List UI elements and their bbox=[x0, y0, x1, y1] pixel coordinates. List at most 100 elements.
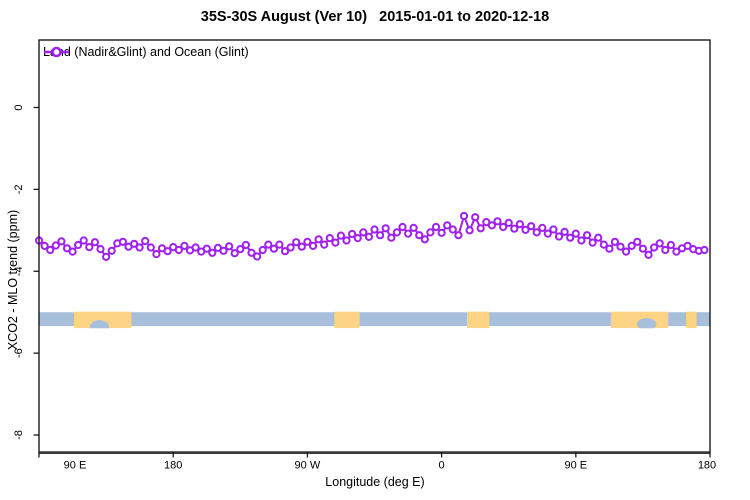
series-marker bbox=[96, 245, 105, 254]
series-marker bbox=[107, 246, 116, 255]
map-band-land bbox=[74, 311, 132, 329]
series-marker bbox=[308, 241, 318, 250]
series-marker bbox=[303, 237, 312, 246]
series-marker bbox=[297, 242, 306, 251]
series-marker bbox=[571, 229, 580, 238]
y-tick-label: -8 bbox=[13, 430, 25, 440]
series-marker bbox=[459, 211, 469, 221]
series-marker bbox=[638, 244, 648, 253]
x-tick-label: 180 bbox=[698, 460, 716, 472]
map-band-land bbox=[466, 311, 490, 329]
series-marker bbox=[85, 243, 94, 252]
series-marker bbox=[280, 247, 290, 256]
series-marker bbox=[264, 240, 273, 249]
series-marker bbox=[163, 247, 172, 256]
series-marker bbox=[398, 222, 407, 232]
series-marker bbox=[62, 244, 72, 253]
series-marker bbox=[443, 221, 452, 230]
series-marker bbox=[202, 244, 211, 253]
series-marker bbox=[599, 240, 608, 249]
series-marker bbox=[118, 237, 128, 246]
series-marker bbox=[510, 224, 519, 233]
series-marker bbox=[364, 232, 373, 241]
series-marker bbox=[79, 236, 88, 245]
series-marker bbox=[320, 240, 329, 249]
series-marker bbox=[622, 247, 631, 256]
series-marker bbox=[141, 236, 150, 246]
series-marker bbox=[387, 233, 396, 242]
series-marker bbox=[180, 241, 189, 250]
series-marker bbox=[241, 240, 250, 250]
series-marker bbox=[225, 242, 234, 251]
x-tick-label: 90 E bbox=[64, 460, 87, 472]
series-marker bbox=[392, 228, 401, 237]
series-marker bbox=[409, 223, 418, 232]
series-marker bbox=[68, 247, 77, 256]
series-marker bbox=[493, 217, 502, 226]
series-marker bbox=[538, 223, 547, 232]
series-marker bbox=[616, 242, 625, 251]
series-marker bbox=[74, 240, 83, 250]
series-marker bbox=[577, 236, 586, 245]
series-marker bbox=[359, 228, 368, 237]
data-series-markers bbox=[34, 211, 709, 261]
series-marker bbox=[454, 231, 463, 240]
map-band-land bbox=[686, 311, 697, 329]
series-marker bbox=[482, 218, 491, 227]
series-marker bbox=[57, 237, 66, 246]
series-marker bbox=[532, 228, 541, 237]
series-marker bbox=[247, 248, 256, 257]
series-marker bbox=[661, 245, 670, 255]
series-marker bbox=[381, 224, 390, 233]
series-marker bbox=[286, 243, 295, 252]
series-marker bbox=[560, 227, 569, 236]
x-tick-label: 0 bbox=[439, 460, 445, 472]
map-band-mask bbox=[40, 328, 709, 339]
series-marker bbox=[594, 233, 603, 242]
y-tick-label: -6 bbox=[13, 348, 25, 358]
series-marker bbox=[549, 225, 558, 234]
y-tick-label: -4 bbox=[13, 266, 25, 276]
series-marker bbox=[275, 240, 284, 249]
map-band-ocean bbox=[39, 312, 710, 327]
series-marker bbox=[666, 240, 676, 250]
series-marker bbox=[152, 250, 161, 259]
series-marker bbox=[605, 244, 614, 253]
series-marker bbox=[331, 238, 340, 247]
series-marker bbox=[46, 245, 55, 255]
series-marker bbox=[465, 226, 474, 235]
series-marker bbox=[543, 229, 552, 238]
series-marker bbox=[431, 222, 441, 232]
series-marker bbox=[130, 239, 139, 248]
series-marker bbox=[269, 244, 278, 253]
series-marker bbox=[588, 238, 597, 247]
series-marker bbox=[476, 224, 485, 233]
y-axis-label: XCO2 - MLO trend (ppm) bbox=[6, 209, 20, 351]
series-marker bbox=[700, 245, 709, 255]
series-marker bbox=[191, 243, 200, 252]
legend-label: Land (Nadir&Glint) and Ocean (Glint) bbox=[43, 45, 249, 59]
series-marker bbox=[258, 245, 267, 255]
series-marker bbox=[644, 250, 653, 259]
series-marker bbox=[236, 245, 245, 254]
chart-title: 35S-30S August (Ver 10) 2015-01-01 to 20… bbox=[200, 9, 550, 25]
series-marker bbox=[426, 228, 435, 237]
y-tick-label: -2 bbox=[13, 185, 25, 195]
x-tick-label: 180 bbox=[164, 460, 182, 472]
series-marker bbox=[325, 234, 334, 243]
series-marker bbox=[208, 248, 217, 257]
series-marker bbox=[582, 231, 592, 240]
legend: Land (Nadir&Glint) and Ocean (Glint) bbox=[43, 45, 249, 59]
series-marker bbox=[51, 241, 60, 250]
series-marker bbox=[336, 231, 345, 240]
series-marker bbox=[40, 241, 49, 250]
series-marker bbox=[650, 243, 659, 252]
series-marker bbox=[504, 218, 513, 227]
series-marker bbox=[348, 229, 357, 239]
series-marker bbox=[521, 225, 530, 234]
legend-series-marker-icon bbox=[44, 46, 69, 58]
series-marker bbox=[292, 238, 301, 247]
series-marker bbox=[437, 228, 446, 237]
